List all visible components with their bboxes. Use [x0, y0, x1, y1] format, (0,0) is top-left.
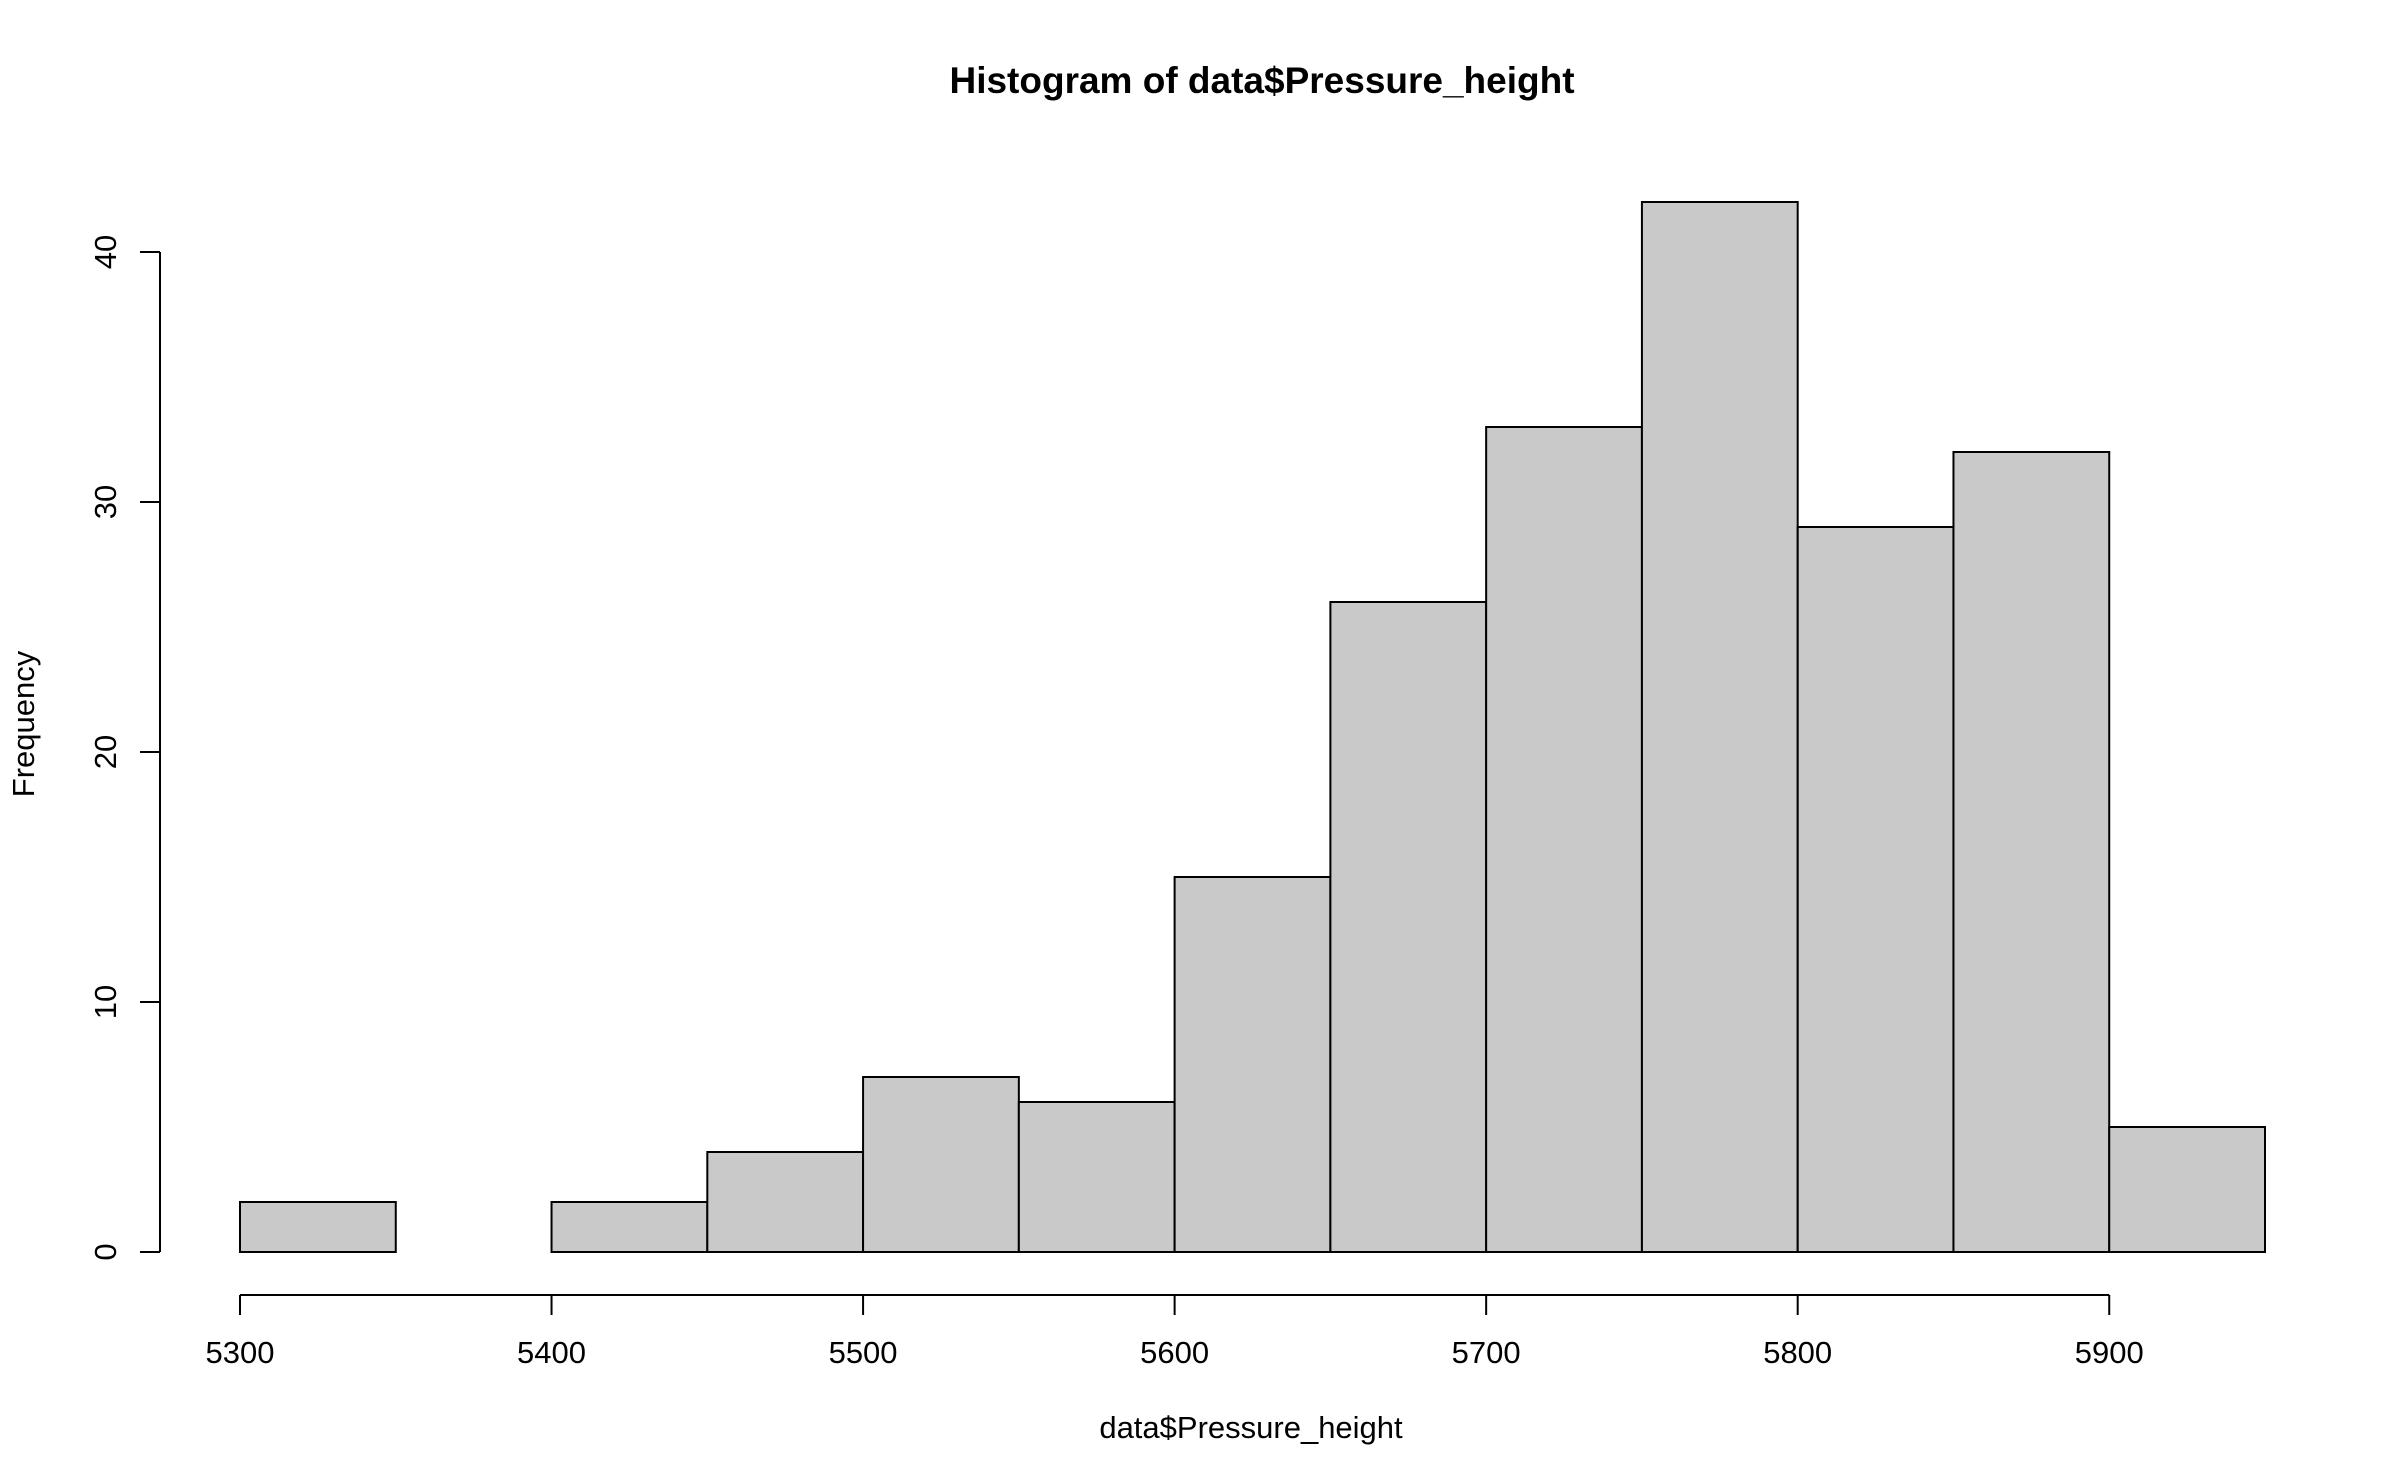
- histogram-bar: [1485, 426, 1643, 1253]
- x-tick-label: 5700: [1452, 1335, 1521, 1370]
- histogram-bar: [1952, 451, 2111, 1253]
- y-axis: 0 10 20 30 40: [88, 235, 161, 1261]
- x-tick-label: 5800: [1763, 1335, 1832, 1370]
- chart-title: Histogram of data$Pressure_height: [949, 60, 1574, 101]
- histogram-bar: [550, 1201, 709, 1253]
- histogram-bar: [1640, 201, 1799, 1253]
- bars-group: [239, 201, 2266, 1253]
- histogram-bar: [1796, 526, 1955, 1253]
- y-tick-label: 20: [88, 735, 123, 769]
- histogram-bar: [706, 1151, 865, 1253]
- x-tick-label: 5600: [1140, 1335, 1209, 1370]
- x-axis: 5300 5400 5500 5600 5700 5800 5900: [206, 1294, 2144, 1370]
- histogram-bar: [2108, 1126, 2266, 1253]
- x-tick-label: 5900: [2075, 1335, 2144, 1370]
- x-tick-label: 5400: [517, 1335, 586, 1370]
- y-tick-label: 10: [88, 985, 123, 1019]
- histogram-bar: [1173, 876, 1332, 1253]
- y-axis-label: Frequency: [6, 650, 41, 797]
- histogram-bar: [1017, 1101, 1176, 1253]
- histogram-bar: [862, 1076, 1020, 1253]
- histogram-bar: [1329, 601, 1488, 1253]
- y-tick-label: 30: [88, 485, 123, 519]
- y-tick-label: 40: [88, 235, 123, 269]
- x-tick-label: 5500: [829, 1335, 898, 1370]
- x-tick-label: 5300: [206, 1335, 275, 1370]
- x-axis-label: data$Pressure_height: [1099, 1410, 1403, 1445]
- histogram-bar: [239, 1201, 397, 1253]
- y-tick-label: 0: [88, 1243, 123, 1260]
